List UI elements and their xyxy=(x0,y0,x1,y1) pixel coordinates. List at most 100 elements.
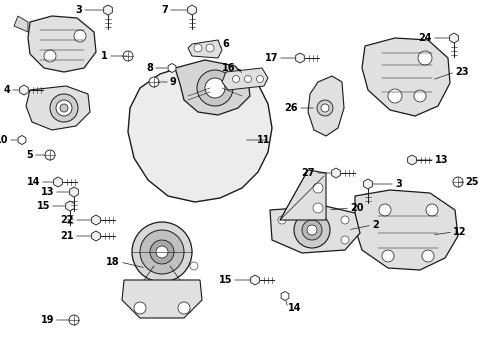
Circle shape xyxy=(413,90,425,102)
Polygon shape xyxy=(91,215,100,225)
Circle shape xyxy=(340,216,348,224)
Circle shape xyxy=(278,216,285,224)
Text: 3: 3 xyxy=(75,5,82,15)
Circle shape xyxy=(50,94,78,122)
Circle shape xyxy=(150,240,174,264)
Text: 17: 17 xyxy=(264,53,278,63)
Text: 3: 3 xyxy=(394,179,401,189)
Polygon shape xyxy=(103,5,112,15)
Text: 7: 7 xyxy=(161,5,168,15)
Text: 22: 22 xyxy=(61,215,74,225)
Text: 4: 4 xyxy=(3,85,10,95)
Text: 8: 8 xyxy=(146,63,153,73)
Polygon shape xyxy=(175,60,249,115)
Text: 15: 15 xyxy=(37,201,50,211)
Text: 26: 26 xyxy=(284,103,297,113)
Polygon shape xyxy=(14,16,28,32)
Circle shape xyxy=(425,204,437,216)
Text: 14: 14 xyxy=(26,177,40,187)
Circle shape xyxy=(156,246,168,258)
Text: 27: 27 xyxy=(301,168,314,178)
Circle shape xyxy=(149,77,159,87)
Circle shape xyxy=(244,76,251,82)
Text: 12: 12 xyxy=(452,227,466,237)
Polygon shape xyxy=(187,40,222,58)
Text: 13: 13 xyxy=(434,155,447,165)
Circle shape xyxy=(204,78,224,98)
Text: 11: 11 xyxy=(256,135,269,145)
Text: 21: 21 xyxy=(61,231,74,241)
Polygon shape xyxy=(26,86,90,130)
Circle shape xyxy=(132,222,192,282)
Circle shape xyxy=(381,250,393,262)
Text: 1: 1 xyxy=(101,51,108,61)
Polygon shape xyxy=(307,76,343,136)
Text: 15: 15 xyxy=(218,275,231,285)
Circle shape xyxy=(306,225,316,235)
Polygon shape xyxy=(18,135,26,144)
Circle shape xyxy=(452,177,462,187)
Polygon shape xyxy=(128,64,271,202)
Text: 16: 16 xyxy=(221,63,235,73)
Text: 24: 24 xyxy=(418,33,431,43)
Polygon shape xyxy=(361,38,449,116)
Circle shape xyxy=(134,302,146,314)
Circle shape xyxy=(56,100,72,116)
Text: 18: 18 xyxy=(106,257,120,267)
Text: 25: 25 xyxy=(464,177,478,187)
Polygon shape xyxy=(91,231,100,241)
Polygon shape xyxy=(295,53,304,63)
Polygon shape xyxy=(168,63,176,72)
Circle shape xyxy=(320,104,328,112)
Circle shape xyxy=(232,76,239,82)
Polygon shape xyxy=(28,16,96,72)
Circle shape xyxy=(302,220,321,240)
Polygon shape xyxy=(331,168,340,178)
Polygon shape xyxy=(54,177,62,187)
Circle shape xyxy=(197,70,232,106)
Polygon shape xyxy=(250,275,259,285)
Polygon shape xyxy=(407,155,415,165)
Circle shape xyxy=(312,183,323,193)
Circle shape xyxy=(190,262,198,270)
Circle shape xyxy=(178,302,190,314)
Polygon shape xyxy=(280,170,325,220)
Circle shape xyxy=(74,30,86,42)
Polygon shape xyxy=(449,33,457,43)
Circle shape xyxy=(45,150,55,160)
Text: 2: 2 xyxy=(371,220,378,230)
Text: 9: 9 xyxy=(170,77,176,87)
Text: 23: 23 xyxy=(454,67,468,77)
Circle shape xyxy=(256,76,263,82)
Circle shape xyxy=(387,89,401,103)
Circle shape xyxy=(194,44,202,52)
Circle shape xyxy=(140,230,183,274)
Polygon shape xyxy=(363,179,371,189)
Circle shape xyxy=(378,204,390,216)
Polygon shape xyxy=(281,292,288,301)
Circle shape xyxy=(69,315,79,325)
Circle shape xyxy=(417,51,431,65)
Circle shape xyxy=(421,250,433,262)
Text: 14: 14 xyxy=(287,303,301,313)
Text: 10: 10 xyxy=(0,135,8,145)
Polygon shape xyxy=(65,201,74,211)
Circle shape xyxy=(60,104,68,112)
Text: 20: 20 xyxy=(349,203,363,213)
Circle shape xyxy=(316,100,332,116)
Circle shape xyxy=(205,44,214,52)
Circle shape xyxy=(123,51,133,61)
Polygon shape xyxy=(122,280,202,318)
Text: 6: 6 xyxy=(222,39,228,49)
Polygon shape xyxy=(354,190,457,270)
Polygon shape xyxy=(269,206,359,253)
Circle shape xyxy=(340,236,348,244)
Polygon shape xyxy=(69,187,78,197)
Polygon shape xyxy=(222,68,267,90)
Circle shape xyxy=(44,50,56,62)
Text: 19: 19 xyxy=(41,315,54,325)
Text: 13: 13 xyxy=(41,187,54,197)
Polygon shape xyxy=(20,85,28,95)
Text: 5: 5 xyxy=(26,150,33,160)
Polygon shape xyxy=(187,5,196,15)
